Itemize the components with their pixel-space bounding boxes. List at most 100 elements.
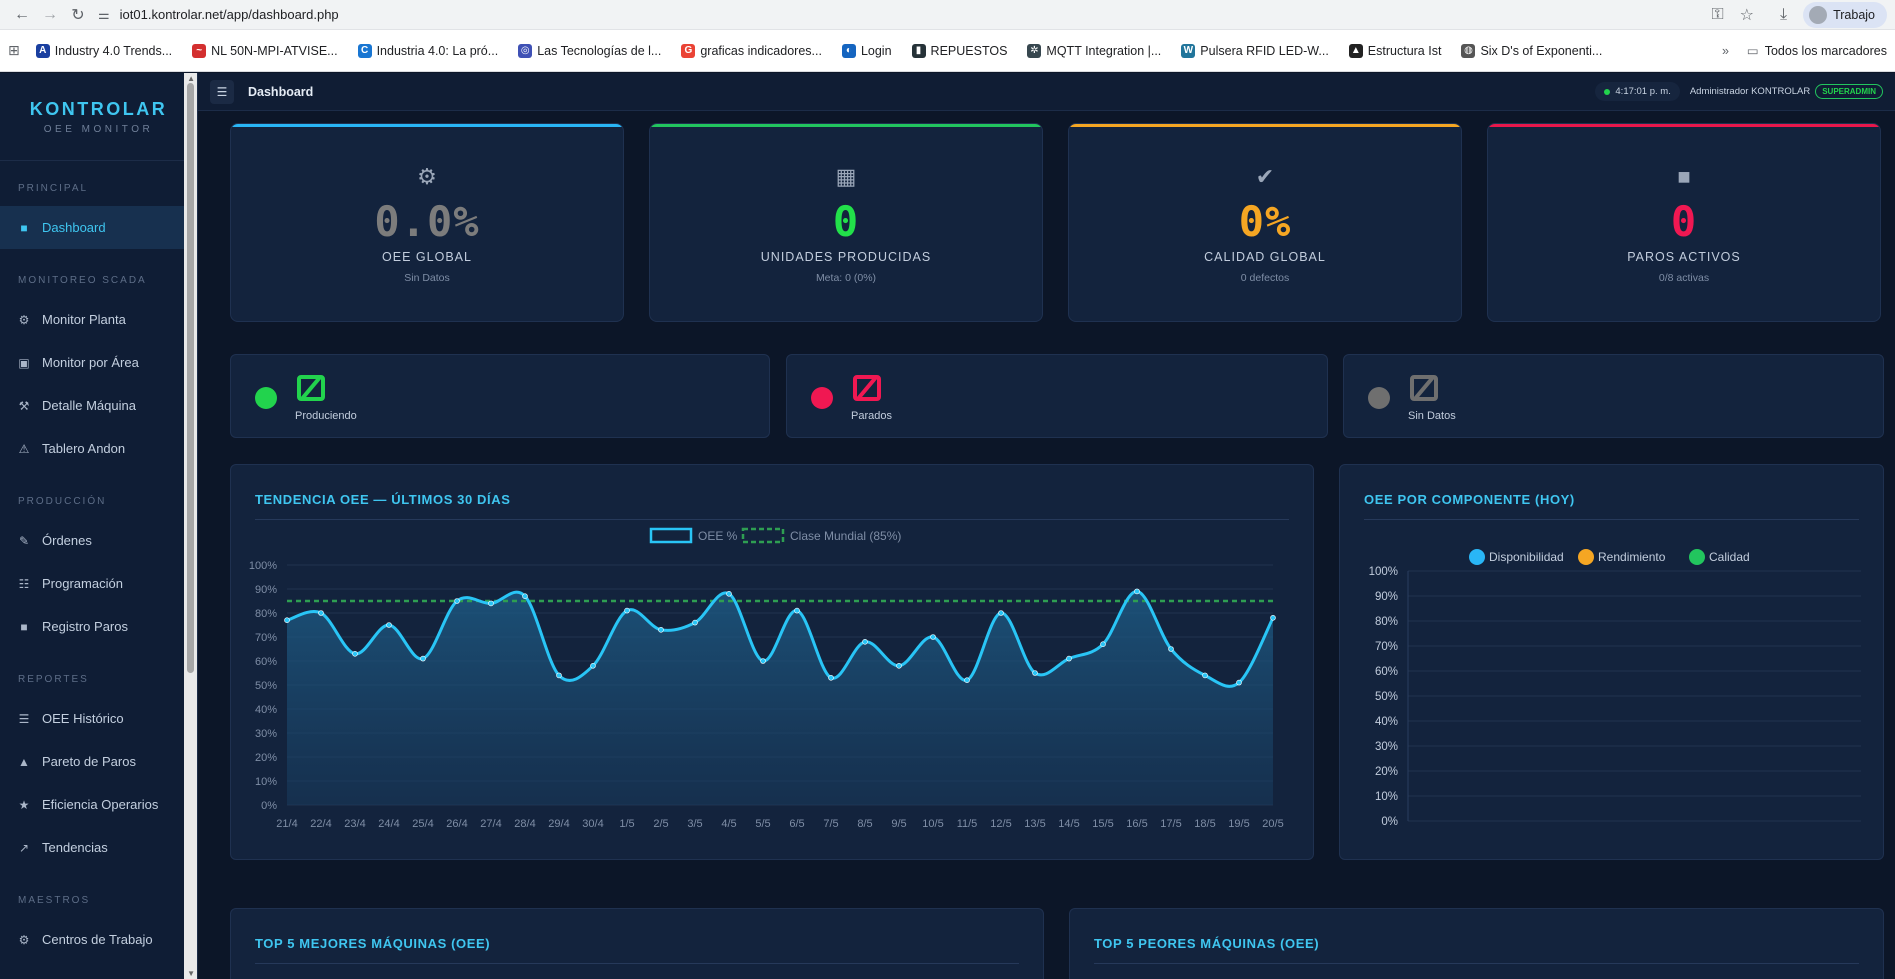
oee-point[interactable]: [964, 677, 970, 683]
sidebar-item-ordenes[interactable]: ✎ Órdenes: [0, 519, 197, 562]
kpi-card-unidades-producidas[interactable]: ▦ 0 UNIDADES PRODUCIDAS Meta: 0 (0%): [649, 123, 1043, 322]
apps-grid-icon[interactable]: ⊞: [8, 42, 20, 58]
brand-logo[interactable]: KONTROLAR: [29, 98, 168, 119]
sidebar-item-programacion[interactable]: ☷ Programación: [0, 562, 197, 605]
oee-point[interactable]: [1270, 615, 1276, 621]
oee-point[interactable]: [1100, 641, 1106, 647]
forward-arrow-icon[interactable]: →: [42, 5, 58, 23]
oee-point[interactable]: [726, 591, 732, 597]
oee-point[interactable]: [828, 675, 834, 681]
oee-trend-panel: TENDENCIA OEE — ÚLTIMOS 30 DÍAS 0% 10% 20%…: [230, 464, 1314, 860]
oee-point[interactable]: [488, 600, 494, 607]
oee-point[interactable]: [760, 658, 766, 664]
legend-label[interactable]: Clase Mundial (85%): [790, 529, 901, 543]
oee-point[interactable]: [794, 607, 800, 614]
bookmark-item[interactable]: C Industria 4.0: La pró...: [357, 43, 498, 58]
bookmarks-bar: ⊞ A Industry 4.0 Trends... ~ NL 50N-MPI-ATV…: [0, 30, 1895, 72]
oee-point[interactable]: [318, 610, 324, 616]
star-bookmark-icon[interactable]: ☆: [1739, 6, 1754, 24]
machine-status-card[interactable]: 0 Parados: [786, 354, 1328, 438]
oee-point[interactable]: [1134, 588, 1140, 595]
sidebar-item-registro-paros[interactable]: ■ Registro Paros: [0, 605, 197, 648]
oee-point[interactable]: [1032, 670, 1038, 676]
bookmark-favicon-icon: C: [357, 43, 372, 58]
oee-point[interactable]: [590, 663, 596, 669]
scrollbar-thumb[interactable]: [187, 83, 194, 673]
more-bookmarks-icon[interactable]: »: [1721, 43, 1729, 58]
legend-dot-icon[interactable]: [1578, 549, 1594, 565]
bookmark-item[interactable]: ✲ MQTT Integration |...: [1027, 43, 1161, 58]
legend-label[interactable]: Rendimiento: [1598, 550, 1666, 564]
sidebar-item-dashboard[interactable]: ■ Dashboard: [0, 206, 197, 249]
bookmark-item[interactable]: ▮ REPUESTOS: [911, 43, 1007, 58]
download-icon[interactable]: ⤓: [1780, 5, 1788, 23]
oee-point[interactable]: [1168, 646, 1174, 652]
legend-dot-icon[interactable]: [1689, 549, 1705, 565]
legend-swatch-oee[interactable]: [649, 527, 693, 544]
sidebar-item-oee-historico[interactable]: ☰ OEE Histórico: [0, 697, 197, 740]
oee-point[interactable]: [998, 610, 1004, 616]
hamburger-menu-icon[interactable]: ☰: [210, 79, 234, 104]
sidebar-item-tendencias[interactable]: ↗ Tendencias: [0, 826, 197, 869]
sidebar-item-eficiencia-operarios[interactable]: ★ Eficiencia Operarios: [0, 783, 197, 826]
kpi-card-oee-global[interactable]: ⚙ 0.0% OEE GLOBAL Sin Datos: [230, 123, 624, 322]
sidebar-item-monitor-planta[interactable]: ⚙ Monitor Planta: [0, 298, 197, 341]
legend-dot-icon[interactable]: [1469, 549, 1485, 565]
sidebar-item-centros-de-trabajo[interactable]: ⚙ Centros de Trabajo: [0, 918, 197, 961]
site-settings-icon[interactable]: ⚌: [98, 6, 110, 22]
oee-point[interactable]: [386, 622, 392, 628]
machine-status-card[interactable]: 0 Sin Datos: [1343, 354, 1884, 438]
oee-point[interactable]: [522, 593, 528, 599]
kpi-card-calidad-global[interactable]: ✔ 0% CALIDAD GLOBAL 0 defectos: [1068, 123, 1462, 322]
legend-label[interactable]: Disponibilidad: [1489, 550, 1564, 564]
bookmark-item[interactable]: ◍ Six D's of Exponenti...: [1461, 43, 1602, 58]
oee-point[interactable]: [658, 627, 664, 633]
bookmark-item[interactable]: ▲ Estructura Ist: [1348, 43, 1441, 58]
legend-swatch-world-class[interactable]: [741, 527, 785, 544]
oee-point[interactable]: [1202, 672, 1208, 679]
back-arrow-icon[interactable]: ←: [14, 5, 30, 23]
oee-point[interactable]: [1066, 655, 1072, 662]
oee-point[interactable]: [862, 639, 868, 645]
all-bookmarks-folder[interactable]: ▭ Todos los marcadores: [1747, 43, 1887, 59]
oee-point[interactable]: [624, 607, 630, 614]
y-tick-label: 30%: [255, 728, 277, 740]
x-tick-label: 28/4: [514, 818, 535, 830]
url-text[interactable]: iot01.kontrolar.net/app/dashboard.php: [119, 7, 339, 22]
oee-point[interactable]: [352, 651, 358, 657]
sidebar-item-tablero-andon[interactable]: ⚠ Tablero Andon: [0, 427, 197, 470]
bookmark-item[interactable]: ◐ Login: [841, 43, 892, 58]
legend-label[interactable]: Calidad: [1709, 550, 1750, 564]
scroll-down-icon[interactable]: ▼: [187, 969, 195, 978]
oee-point[interactable]: [1236, 679, 1242, 686]
oee-component-chart: 0% 10% 20% 30% 40% 50% 60% 70% 80% 90% 100% Disponi…: [1369, 549, 1861, 828]
reload-icon[interactable]: ↻: [71, 6, 85, 24]
oee-point[interactable]: [420, 655, 426, 662]
sidebar-item-detalle-maquina[interactable]: ⚒ Detalle Máquina: [0, 384, 197, 427]
bookmark-item[interactable]: A Industry 4.0 Trends...: [35, 43, 172, 58]
scroll-up-icon[interactable]: ▲: [187, 74, 195, 83]
bookmark-item[interactable]: ◎ Las Tecnologías de l...: [518, 43, 661, 58]
password-key-icon[interactable]: ⚿: [1711, 5, 1724, 23]
bookmark-item[interactable]: W Pulsera RFID LED-W...: [1181, 43, 1329, 58]
sidebar-item-monitor-por-area[interactable]: ▣ Monitor por Área: [0, 341, 197, 384]
sidebar-item-pareto-de-paros[interactable]: ▲ Pareto de Paros: [0, 740, 197, 783]
oee-point[interactable]: [930, 634, 936, 640]
oee-point[interactable]: [284, 617, 290, 623]
bookmark-label: Pulsera RFID LED-W...: [1200, 43, 1329, 58]
live-dot-icon: [1604, 88, 1611, 95]
kpi-card-paros-activos[interactable]: ■ 0 PAROS ACTIVOS 0/8 activas: [1487, 123, 1881, 322]
profile-button[interactable]: Trabajo: [1803, 1, 1887, 28]
sidebar-scrollbar[interactable]: ▲ ▼: [184, 73, 197, 979]
oee-point[interactable]: [556, 672, 562, 679]
bookmark-item[interactable]: ~ NL 50N-MPI-ATVISE...: [192, 43, 338, 58]
grid-icon: ▦: [835, 164, 857, 189]
user-name[interactable]: Administrador KONTROLAR: [1689, 86, 1811, 97]
address-bar[interactable]: ⚌ iot01.kontrolar.net/app/dashboard.php: [98, 2, 1712, 27]
oee-point[interactable]: [896, 663, 902, 669]
legend-label[interactable]: OEE %: [698, 529, 738, 543]
machine-status-card[interactable]: 0 Produciendo: [230, 354, 770, 438]
oee-point[interactable]: [454, 598, 460, 604]
oee-point[interactable]: [692, 619, 698, 626]
